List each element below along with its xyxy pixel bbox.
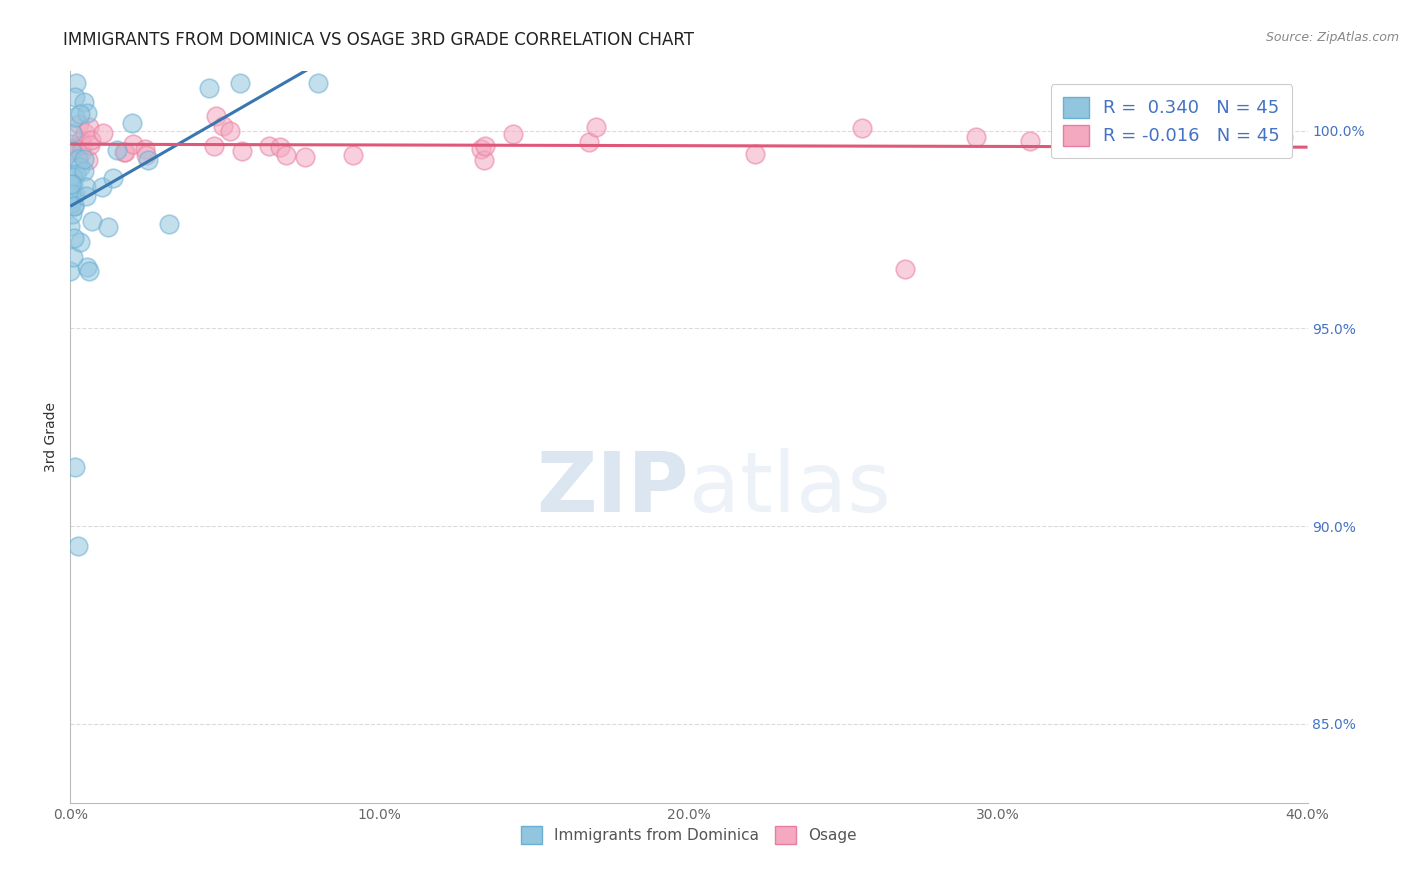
Point	[219, 124, 242, 138]
Point	[59, 187, 82, 202]
Point	[75, 127, 97, 141]
Point	[502, 128, 524, 142]
Point	[60, 207, 83, 221]
Point	[744, 147, 766, 161]
Point	[75, 189, 97, 203]
Point	[60, 141, 83, 155]
Point	[472, 153, 495, 167]
Point	[204, 109, 226, 123]
Point	[65, 76, 87, 90]
Point	[91, 126, 114, 140]
Point	[585, 120, 607, 135]
Point	[73, 152, 96, 166]
Point	[114, 145, 136, 159]
Point	[67, 539, 90, 553]
Point	[60, 137, 83, 152]
Point	[76, 106, 98, 120]
Point	[1206, 136, 1229, 151]
Point	[121, 116, 143, 130]
Point	[63, 459, 86, 474]
Point	[274, 148, 297, 162]
Point	[60, 178, 83, 192]
Point	[202, 138, 225, 153]
Point	[97, 219, 120, 234]
Text: atlas: atlas	[689, 448, 890, 529]
Point	[578, 136, 600, 150]
Point	[65, 167, 87, 181]
Point	[69, 160, 91, 174]
Point	[1271, 130, 1294, 145]
Point	[65, 186, 87, 201]
Text: IMMIGRANTS FROM DOMINICA VS OSAGE 3RD GRADE CORRELATION CHART: IMMIGRANTS FROM DOMINICA VS OSAGE 3RD GR…	[63, 31, 695, 49]
Point	[80, 214, 103, 228]
Point	[73, 164, 96, 178]
Point	[67, 117, 90, 131]
Point	[62, 170, 84, 185]
Point	[851, 120, 873, 135]
Point	[1143, 126, 1166, 140]
Point	[59, 264, 82, 278]
Point	[294, 151, 316, 165]
Point	[105, 144, 128, 158]
Point	[77, 153, 100, 167]
Point	[157, 217, 180, 231]
Point	[136, 153, 159, 167]
Point	[90, 180, 112, 194]
Point	[60, 126, 83, 140]
Point	[269, 140, 291, 154]
Point	[70, 137, 93, 152]
Point	[62, 177, 84, 191]
Point	[60, 197, 83, 211]
Point	[1018, 134, 1040, 148]
Point	[59, 143, 82, 157]
Point	[63, 90, 86, 104]
Point	[69, 133, 91, 147]
Point	[62, 250, 84, 264]
Point	[59, 219, 82, 233]
Point	[69, 235, 91, 249]
Point	[70, 146, 93, 161]
Point	[77, 264, 100, 278]
Point	[63, 110, 86, 124]
Point	[1174, 123, 1197, 137]
Point	[231, 144, 253, 158]
Point	[101, 171, 124, 186]
Point	[198, 80, 221, 95]
Point	[66, 153, 89, 167]
Point	[63, 189, 86, 203]
Point	[69, 106, 91, 120]
Point	[1095, 129, 1118, 144]
Point	[474, 139, 496, 153]
Point	[79, 137, 101, 152]
Point	[77, 120, 100, 135]
Point	[307, 76, 329, 90]
Y-axis label: 3rd Grade: 3rd Grade	[45, 402, 59, 472]
Point	[79, 132, 101, 146]
Point	[73, 95, 96, 110]
Point	[63, 199, 86, 213]
Point	[470, 142, 492, 156]
Point	[1107, 126, 1129, 140]
Point	[63, 231, 86, 245]
Point	[63, 199, 86, 213]
Text: ZIP: ZIP	[537, 448, 689, 529]
Point	[112, 145, 135, 159]
Text: Source: ZipAtlas.com: Source: ZipAtlas.com	[1265, 31, 1399, 45]
Point	[229, 76, 252, 90]
Point	[342, 148, 364, 162]
Point	[894, 262, 917, 277]
Point	[134, 142, 156, 156]
Point	[75, 179, 97, 194]
Point	[76, 260, 98, 275]
Point	[965, 130, 987, 145]
Legend: Immigrants from Dominica, Osage: Immigrants from Dominica, Osage	[515, 820, 863, 850]
Point	[59, 145, 82, 159]
Point	[259, 139, 281, 153]
Point	[135, 148, 157, 162]
Point	[212, 120, 235, 134]
Point	[121, 137, 143, 152]
